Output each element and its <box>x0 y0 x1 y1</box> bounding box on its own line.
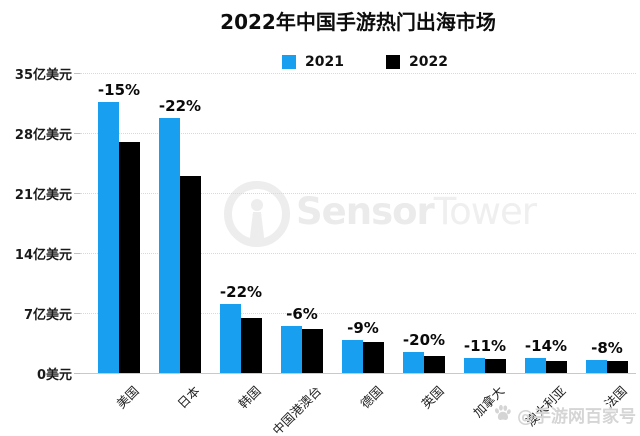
legend-item-2022: 2022 <box>385 54 448 70</box>
gridline <box>80 73 636 74</box>
bar-2022 <box>241 318 262 373</box>
bar-2021 <box>281 326 302 373</box>
bar-2021 <box>220 304 241 373</box>
legend-swatch-2022 <box>385 55 400 69</box>
y-tick-label: 0美元 <box>36 368 72 383</box>
bar-2021 <box>159 118 180 373</box>
gridline <box>80 313 636 314</box>
bar-2022 <box>485 359 506 373</box>
bar-2022 <box>363 342 384 373</box>
bar-2021 <box>464 358 485 373</box>
legend-item-2021: 2021 <box>282 54 344 70</box>
baijiahao-watermark: @手游网百家号 <box>493 402 636 427</box>
legend-swatch-2021 <box>282 55 296 69</box>
legend-label-2021: 2021 <box>305 54 344 70</box>
x-axis-line <box>80 373 636 374</box>
sensortower-watermark: SensorTower <box>222 179 537 253</box>
pct-change-label: -8% <box>591 339 623 357</box>
pct-change-label: -22% <box>219 283 263 301</box>
bar-2022 <box>607 361 628 373</box>
bar-2022 <box>180 176 201 373</box>
legend: 2021 2022 <box>282 54 448 70</box>
gridline <box>80 193 636 194</box>
bar-2022 <box>424 356 445 373</box>
y-tick-label: 21亿美元 <box>14 188 72 203</box>
baidu-paw-icon <box>493 403 512 427</box>
x-tick-label: 日本 <box>174 383 203 412</box>
y-tick-label: 35亿美元 <box>14 68 72 83</box>
pct-change-label: -11% <box>463 337 507 355</box>
bar-2021 <box>342 340 363 373</box>
x-tick-label: 美国 <box>113 383 142 412</box>
bar-2021 <box>98 102 119 373</box>
y-tick-label: 28亿美元 <box>14 128 72 143</box>
y-tick-mark <box>74 133 80 134</box>
bar-2021 <box>403 352 424 373</box>
pct-change-label: -22% <box>158 97 202 115</box>
pct-change-label: -6% <box>286 305 318 323</box>
sensortower-logo-icon <box>222 179 292 253</box>
pct-change-label: -20% <box>402 331 446 349</box>
bar-2021 <box>525 358 546 373</box>
baijiahao-text: @手游网百家号 <box>517 407 636 427</box>
x-tick-label: 德国 <box>357 383 386 412</box>
gridline <box>80 253 636 254</box>
y-tick-mark <box>74 73 80 74</box>
bar-2022 <box>302 329 323 373</box>
y-tick-mark <box>74 313 80 314</box>
bar-2022 <box>546 361 567 373</box>
gridline <box>80 133 636 134</box>
x-tick-label: 英国 <box>418 383 447 412</box>
x-tick-label: 韩国 <box>235 383 264 412</box>
pct-change-label: -15% <box>97 81 141 99</box>
pct-change-label: -14% <box>524 337 568 355</box>
y-tick-mark <box>74 373 80 374</box>
pct-change-label: -9% <box>347 319 379 337</box>
sensortower-wordmark: SensorTower <box>296 190 537 233</box>
chart-title: 2022年中国手游热门出海市场 <box>220 10 496 34</box>
y-tick-mark <box>74 193 80 194</box>
legend-label-2022: 2022 <box>408 54 448 70</box>
y-tick-label: 14亿美元 <box>14 248 72 263</box>
bar-2021 <box>586 360 607 373</box>
bar-2022 <box>119 142 140 373</box>
y-tick-mark <box>74 253 80 254</box>
x-tick-label: 中国港澳台 <box>269 383 325 436</box>
y-tick-label: 7亿美元 <box>23 308 72 323</box>
